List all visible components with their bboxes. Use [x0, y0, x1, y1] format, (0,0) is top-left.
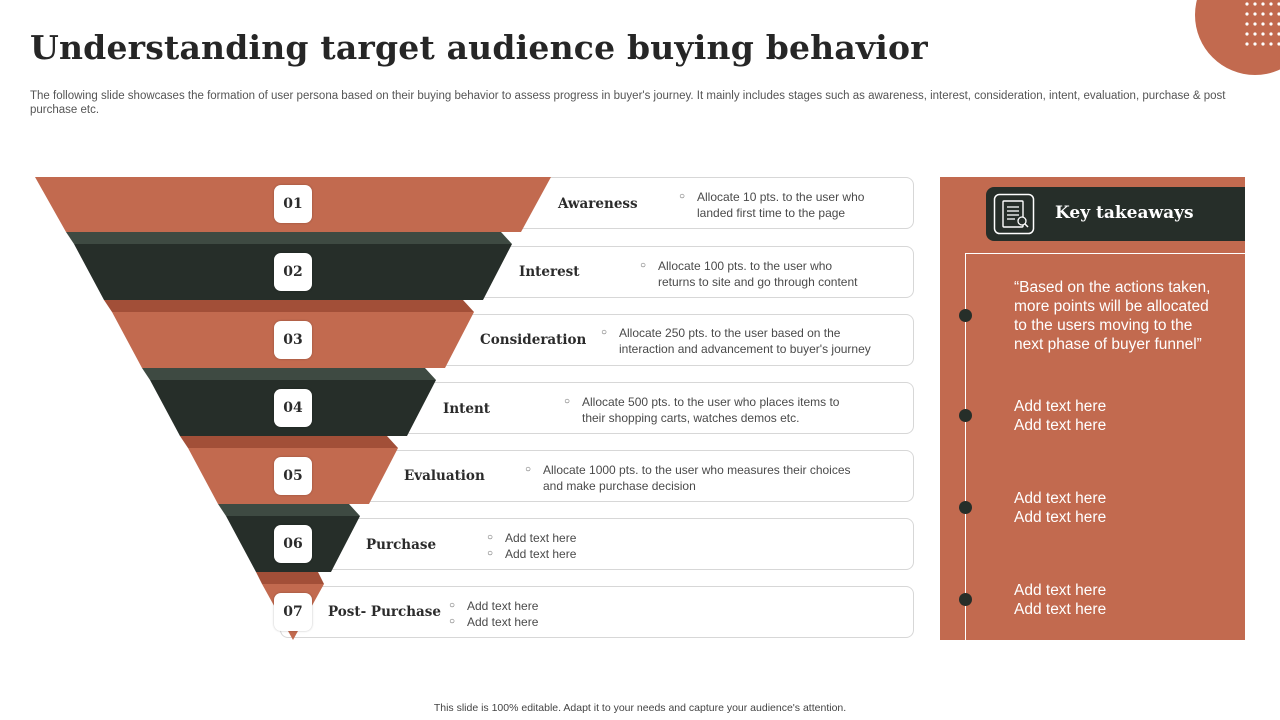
stage-desc-5: ○ Allocate 1000 pts. to the user who meas… — [525, 462, 851, 494]
stage-number-3: 03 — [274, 321, 312, 359]
funnel-shelf-3 — [142, 368, 436, 380]
stage-name-3: Consideration — [480, 332, 587, 348]
stage-number-6: 06 — [274, 525, 312, 563]
footer-note: This slide is 100% editable. Adapt it to… — [433, 702, 847, 714]
funnel-shelf-5 — [218, 504, 360, 516]
stage-desc-line: interaction and advancement to buyer's j… — [619, 342, 871, 356]
bullet-icon: ○ — [449, 600, 456, 611]
stage-desc-line: ○ Allocate 10 pts. to the user who — [679, 190, 865, 204]
page-title: Understanding target audience buying beh… — [30, 28, 928, 67]
stage-desc-line: returns to site and go through content — [658, 275, 858, 289]
stage-desc-line: ○ Allocate 1000 pts. to the user who meas… — [525, 463, 851, 477]
bullet-icon: ○ — [640, 260, 647, 271]
bullet-icon: ○ — [525, 464, 532, 475]
stage-card-4 — [380, 382, 914, 434]
timeline-dot — [959, 501, 972, 514]
stage-card-5 — [340, 450, 914, 502]
timeline-dot — [959, 593, 972, 606]
stage-name-6: Purchase — [366, 537, 437, 553]
stage-desc-line: ○ Add text here — [487, 547, 577, 561]
funnel-shelf-1 — [66, 232, 512, 244]
bullet-icon: ○ — [564, 396, 571, 407]
stage-desc-line: ○ Add text here — [449, 615, 539, 629]
key-takeaways-title: Key takeaways — [1055, 203, 1194, 223]
stage-name-2: Interest — [519, 264, 580, 280]
stage-card-7 — [280, 586, 914, 638]
stage-desc-2: ○ Allocate 100 pts. to the user who retur… — [640, 258, 857, 290]
stage-card-2 — [460, 246, 914, 298]
funnel-shelf-4 — [180, 436, 398, 448]
funnel-shelf-6 — [256, 572, 324, 584]
stage-number-1: 01 — [274, 185, 312, 223]
stage-card-3 — [420, 314, 914, 366]
takeaways-timeline — [965, 253, 1245, 643]
timeline-dot — [959, 309, 972, 322]
stage-card-6 — [300, 518, 914, 570]
stage-desc-6: ○ Add text here ○ Add text here — [487, 530, 576, 562]
stage-desc-line: ○ Allocate 500 pts. to the user who place… — [564, 395, 840, 409]
stage-desc-line: ○ Allocate 250 pts. to the user based on … — [601, 326, 841, 340]
takeaway-item-3: Add text here Add text here — [1014, 582, 1107, 618]
stage-desc-line: ○ Add text here — [449, 599, 539, 613]
stage-desc-line: their shopping carts, watches demos etc. — [582, 411, 800, 425]
stage-desc-4: ○ Allocate 500 pts. to the user who place… — [564, 394, 839, 426]
stage-name-7: Post- Purchase — [328, 604, 441, 620]
stage-desc-3: ○ Allocate 250 pts. to the user based on … — [601, 325, 871, 357]
funnel-shelf-2 — [104, 300, 474, 312]
takeaway-item-2: Add text here Add text here — [1014, 490, 1107, 526]
key-takeaways-panel — [940, 177, 1245, 640]
stage-desc-7: ○ Add text here ○ Add text here — [449, 598, 538, 630]
stage-number-4: 04 — [274, 389, 312, 427]
stage-name-5: Evaluation — [404, 468, 485, 484]
stage-desc-line: ○ Allocate 100 pts. to the user who — [640, 259, 833, 273]
bullet-icon: ○ — [487, 532, 494, 543]
bullet-icon: ○ — [487, 548, 494, 559]
bullet-icon: ○ — [601, 327, 608, 338]
bullet-icon: ○ — [449, 616, 456, 627]
bullet-icon: ○ — [679, 191, 686, 202]
takeaway-item-1: Add text here Add text here — [1014, 398, 1107, 434]
stage-desc-1: ○ Allocate 10 pts. to the user who landed… — [679, 189, 864, 221]
checklist-icon — [993, 193, 1035, 235]
stage-card-1 — [480, 177, 914, 229]
key-takeaways-header — [986, 187, 1245, 241]
stage-desc-line: and make purchase decision — [543, 479, 696, 493]
stage-name-1: Awareness — [558, 196, 638, 212]
stage-desc-line: landed first time to the page — [697, 206, 846, 220]
stage-desc-line: ○ Add text here — [487, 531, 577, 545]
stage-number-2: 02 — [274, 253, 312, 291]
timeline-dot — [959, 409, 972, 422]
stage-number-7: 07 — [274, 593, 312, 631]
stage-number-5: 05 — [274, 457, 312, 495]
stage-name-4: Intent — [443, 401, 491, 417]
takeaway-quote: “Based on the actions taken, more points… — [1014, 279, 1211, 353]
dot-grid-decoration — [1245, 2, 1280, 46]
page-subtitle: The following slide showcases the format… — [30, 90, 1226, 116]
